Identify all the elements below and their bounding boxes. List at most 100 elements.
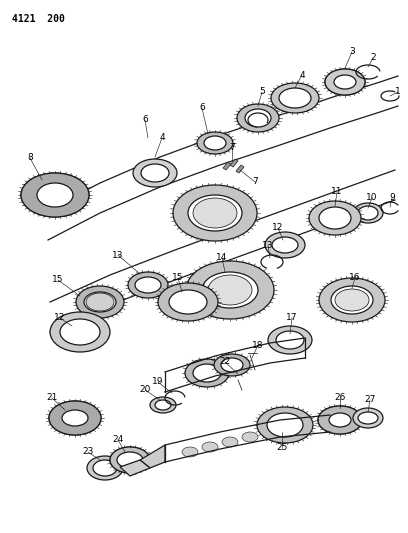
Ellipse shape [49,401,101,435]
Text: 4: 4 [299,70,305,79]
Text: 6: 6 [199,103,205,112]
Ellipse shape [37,183,73,207]
Text: 9: 9 [389,193,395,203]
Ellipse shape [110,447,150,473]
Ellipse shape [110,447,150,473]
Text: 1: 1 [395,87,401,96]
Ellipse shape [158,283,218,321]
Ellipse shape [21,173,89,217]
Ellipse shape [86,293,114,311]
Ellipse shape [204,136,226,150]
Ellipse shape [222,437,238,447]
Text: 6: 6 [142,116,148,125]
Ellipse shape [182,447,198,457]
Ellipse shape [325,69,365,95]
Text: 21: 21 [47,393,58,402]
Text: 23: 23 [82,448,94,456]
Text: 16: 16 [349,273,361,282]
Ellipse shape [62,410,88,426]
Ellipse shape [155,400,171,410]
Ellipse shape [188,195,242,231]
Ellipse shape [214,354,250,376]
Text: 13: 13 [112,251,124,260]
Ellipse shape [318,406,362,434]
Ellipse shape [237,104,279,132]
Ellipse shape [150,397,176,413]
Ellipse shape [279,88,311,108]
Ellipse shape [50,312,110,352]
Ellipse shape [271,83,319,113]
Ellipse shape [242,432,258,442]
Ellipse shape [272,237,298,253]
Ellipse shape [309,201,361,235]
Ellipse shape [262,428,278,438]
Text: 25: 25 [276,443,288,453]
Text: 19: 19 [152,377,164,386]
Ellipse shape [202,272,258,308]
Ellipse shape [221,358,243,372]
Ellipse shape [62,410,88,426]
Text: 20: 20 [139,385,151,394]
Polygon shape [223,162,231,170]
Ellipse shape [268,326,312,354]
Ellipse shape [358,206,378,220]
Text: 10: 10 [366,193,378,203]
Text: 8: 8 [27,154,33,163]
Text: 7: 7 [229,143,235,152]
Ellipse shape [358,412,378,424]
Ellipse shape [329,413,351,427]
Ellipse shape [202,442,218,452]
Ellipse shape [117,452,143,468]
Ellipse shape [27,177,83,213]
Ellipse shape [319,278,385,322]
Ellipse shape [84,292,116,312]
Ellipse shape [185,359,229,387]
Text: 18: 18 [252,341,264,350]
Polygon shape [120,460,150,476]
Ellipse shape [76,286,124,318]
Text: 12: 12 [54,313,66,322]
Ellipse shape [257,407,313,443]
Text: 26: 26 [334,393,346,402]
Ellipse shape [133,159,177,187]
Ellipse shape [323,409,357,431]
Text: 27: 27 [364,395,376,405]
Text: 3: 3 [349,47,355,56]
Ellipse shape [331,286,373,314]
Ellipse shape [329,72,361,92]
Ellipse shape [329,413,351,427]
Text: 24: 24 [112,435,124,445]
Ellipse shape [276,331,304,349]
Ellipse shape [37,183,73,207]
Text: 11: 11 [331,188,343,197]
Text: 14: 14 [216,254,228,262]
Text: 2: 2 [370,53,376,62]
Ellipse shape [128,272,168,298]
Polygon shape [236,165,244,173]
Text: 13: 13 [262,240,274,249]
Text: 4121  200: 4121 200 [12,14,65,24]
Ellipse shape [169,290,207,314]
Polygon shape [140,445,165,468]
Ellipse shape [49,401,101,435]
Ellipse shape [353,203,383,223]
Ellipse shape [141,164,169,182]
Polygon shape [230,159,238,167]
Ellipse shape [319,207,351,229]
Ellipse shape [21,173,89,217]
Text: 15: 15 [52,276,64,285]
Ellipse shape [208,275,252,305]
Text: 22: 22 [220,358,231,367]
Ellipse shape [87,456,123,480]
Text: 17: 17 [286,313,298,322]
Ellipse shape [353,408,383,428]
Ellipse shape [325,69,365,95]
Text: 15: 15 [172,273,184,282]
Ellipse shape [197,132,233,154]
Ellipse shape [193,198,237,228]
Ellipse shape [186,261,274,319]
Ellipse shape [193,364,221,382]
Text: 12: 12 [272,223,284,232]
Text: 7: 7 [252,177,258,187]
Ellipse shape [55,405,95,431]
